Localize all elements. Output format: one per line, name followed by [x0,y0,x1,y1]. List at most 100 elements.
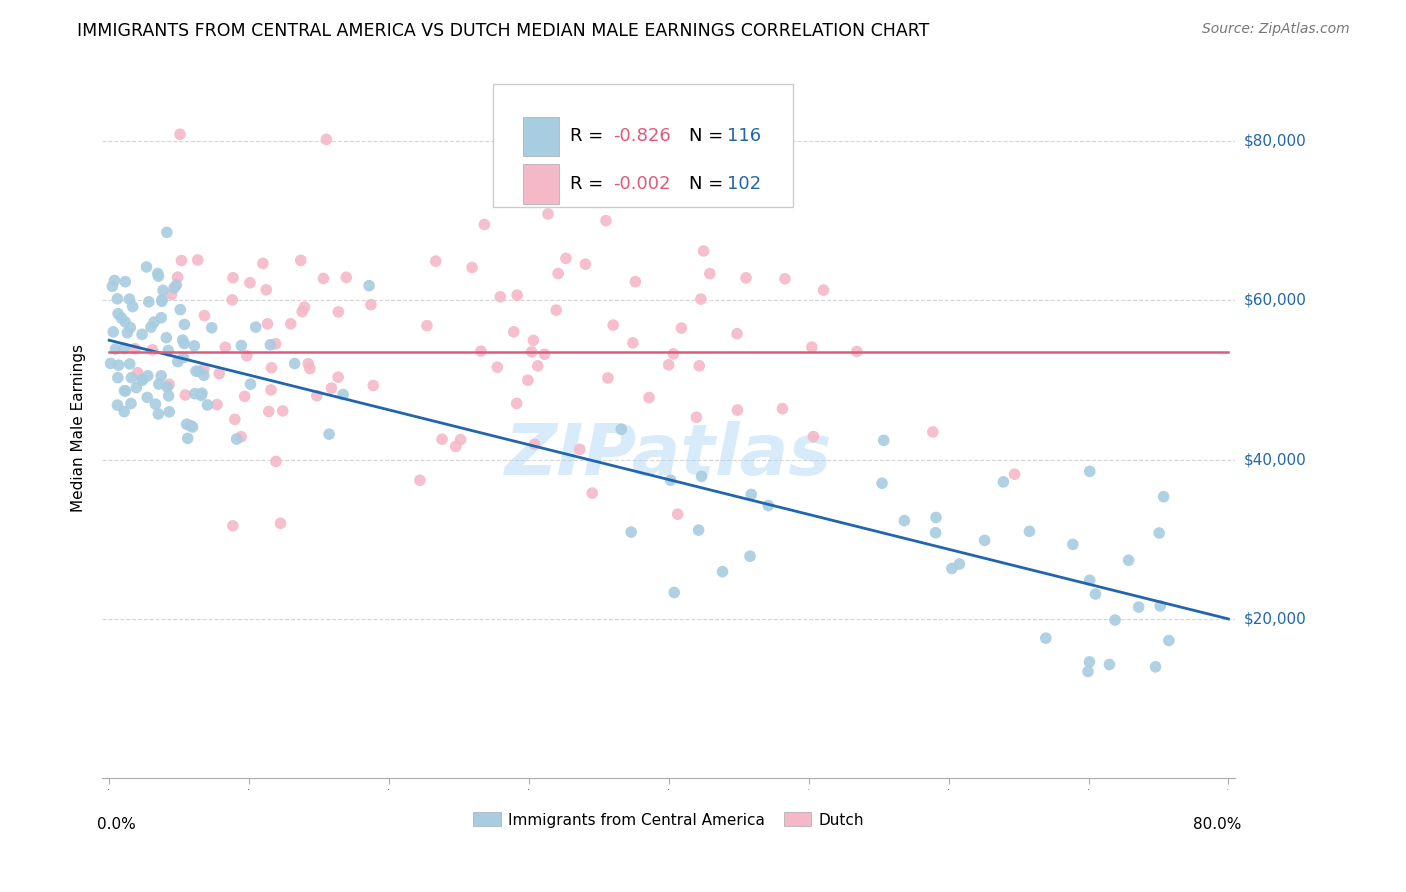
Point [595,213,617,227]
Point [271,404,294,418]
Point [152,283,174,297]
Point [664,585,686,599]
Point [574,257,596,271]
Point [610,422,633,436]
Point [138,294,160,309]
Text: $80,000: $80,000 [1244,134,1306,149]
Point [298,361,321,376]
Point [416,318,439,333]
Point [103,325,125,339]
Text: $60,000: $60,000 [1244,293,1306,308]
FancyBboxPatch shape [523,117,560,156]
Text: 116: 116 [727,128,761,145]
Text: Source: ZipAtlas.com: Source: ZipAtlas.com [1202,22,1350,37]
Point [114,384,136,398]
Point [924,525,946,540]
Point [526,359,548,373]
FancyBboxPatch shape [494,85,793,207]
Point [505,396,527,410]
Point [893,514,915,528]
Text: $20,000: $20,000 [1244,611,1306,626]
Point [361,378,384,392]
Point [257,404,280,418]
Point [688,523,710,537]
Point [127,366,149,380]
Point [666,507,689,521]
Point [520,345,543,359]
Point [659,473,682,487]
Point [101,279,124,293]
Point [166,270,188,285]
Point [155,331,177,345]
Point [136,368,159,383]
Point [360,298,382,312]
Point [236,349,259,363]
Point [139,320,162,334]
Point [873,434,896,448]
Point [224,412,246,426]
Point [291,304,314,318]
Point [179,418,201,433]
Point [425,254,447,268]
Text: N =: N = [689,128,730,145]
Point [254,283,277,297]
Point [685,410,707,425]
Point [260,360,283,375]
Point [290,253,312,268]
Point [516,373,538,387]
Point [725,326,748,341]
Point [121,300,143,314]
Point [800,340,823,354]
Text: R =: R = [571,128,609,145]
Point [711,565,734,579]
Point [169,127,191,141]
Point [146,267,169,281]
Point [537,207,560,221]
Text: -0.002: -0.002 [613,175,671,193]
Point [547,267,569,281]
Point [150,368,173,383]
Point [803,429,825,443]
Point [1149,599,1171,613]
Point [773,272,796,286]
Point [156,380,179,394]
Point [143,315,166,329]
Point [870,476,893,491]
Point [662,347,685,361]
Point [222,518,245,533]
Point [239,377,262,392]
Point [474,218,496,232]
Point [187,364,209,378]
Point [335,270,357,285]
Point [141,343,163,357]
Point [461,260,484,275]
Point [176,417,198,432]
Point [190,388,212,402]
Point [114,384,136,398]
Point [690,469,713,483]
Point [172,351,194,365]
Text: IMMIGRANTS FROM CENTRAL AMERICA VS DUTCH MEDIAN MALE EARNINGS CORRELATION CHART: IMMIGRANTS FROM CENTRAL AMERICA VS DUTCH… [77,22,929,40]
Point [172,333,194,347]
Point [941,561,963,575]
Point [114,315,136,329]
Legend: Immigrants from Central America, Dutch: Immigrants from Central America, Dutch [467,806,870,834]
Point [444,440,467,454]
Point [1118,553,1140,567]
Point [148,377,170,392]
Text: 102: 102 [727,175,761,193]
Point [602,318,624,333]
Point [1098,657,1121,672]
Point [699,267,721,281]
Point [533,347,555,361]
Point [239,276,262,290]
Point [148,269,170,284]
Point [284,357,307,371]
Point [1147,526,1170,541]
Point [1128,600,1150,615]
Point [208,367,231,381]
Point [107,370,129,384]
Point [1018,524,1040,539]
Point [124,342,146,356]
Point [233,389,256,403]
